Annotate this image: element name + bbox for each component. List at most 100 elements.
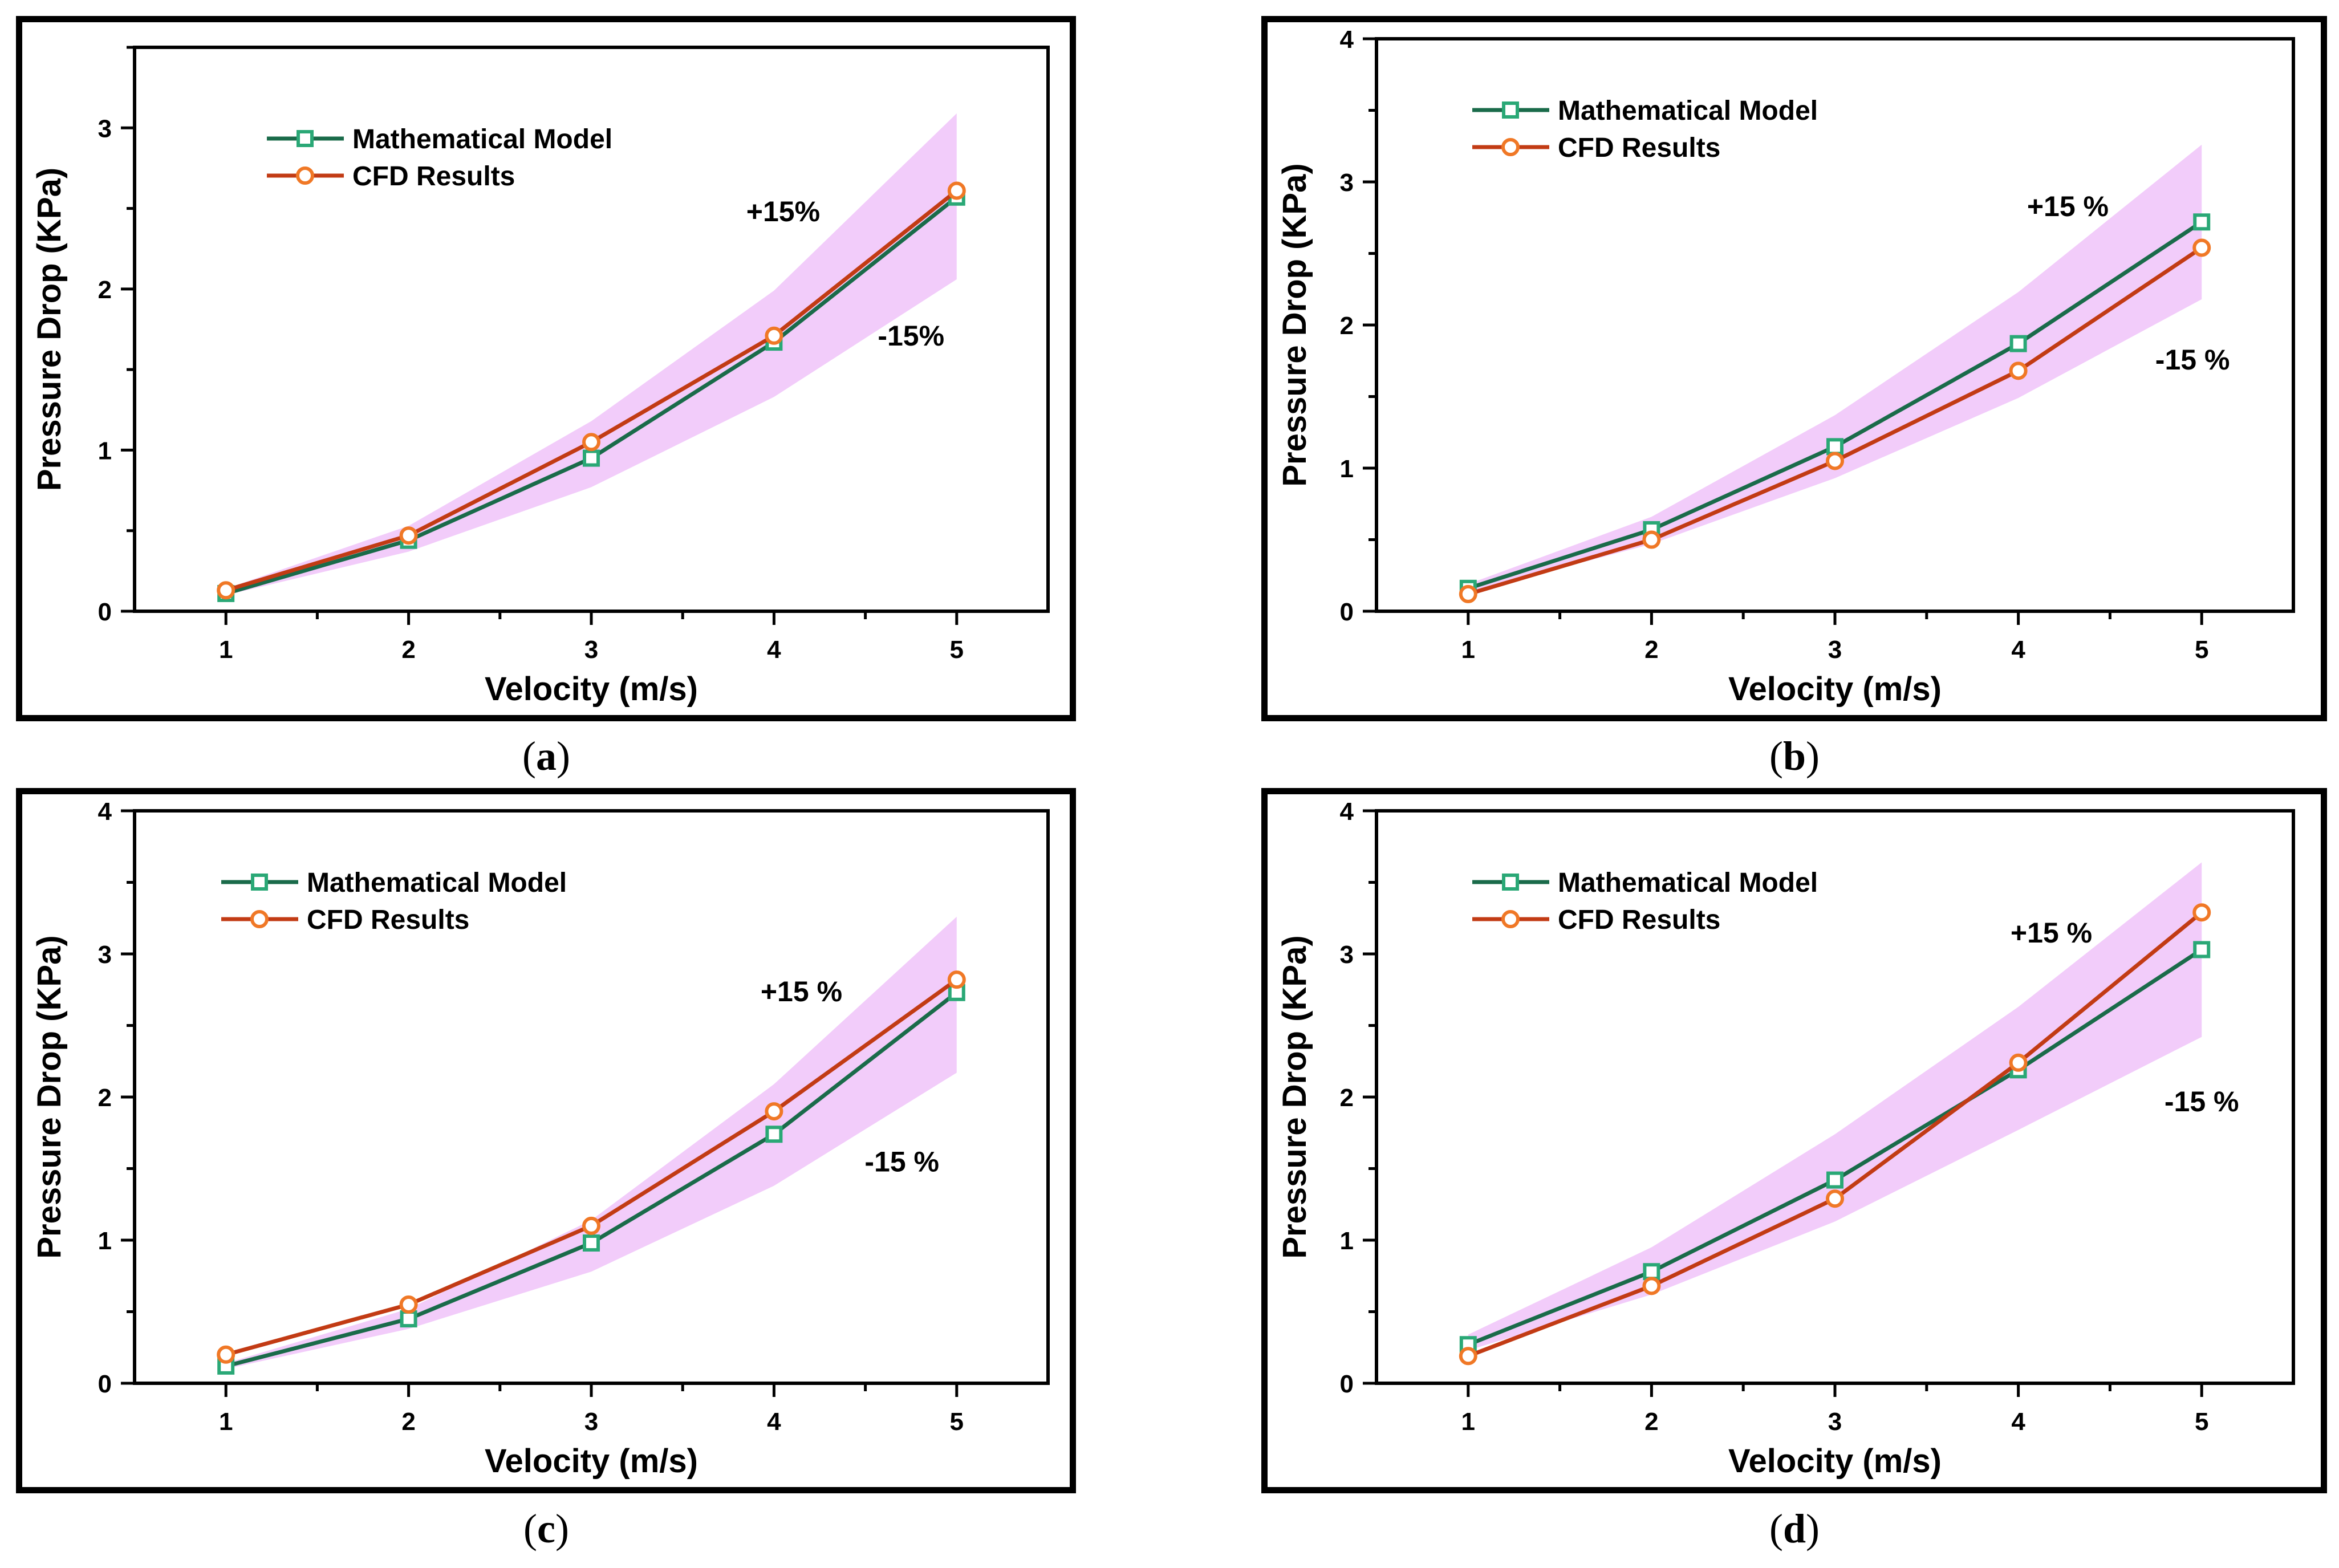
legend-marker-cfd-b <box>1501 138 1520 156</box>
y-axis-title-b: Pressure Drop (KPa) <box>1276 163 1313 486</box>
model-data-point-c <box>400 1310 417 1328</box>
x-tick-label-d: 3 <box>1828 1408 1842 1436</box>
legend-marker-cfd-c <box>250 910 269 928</box>
x-axis-title-b: Velocity (m/s) <box>1728 671 1942 708</box>
y-tick-label-d: 4 <box>1340 798 1354 826</box>
plot-frame-d <box>1375 809 2295 1385</box>
legend-marker-cfd-a <box>296 166 314 185</box>
caption-c: (c) <box>523 1506 569 1551</box>
caption-d-letter: d <box>1782 1506 1806 1551</box>
caption-c-letter: c <box>537 1506 555 1551</box>
cfd-data-point-a <box>399 526 418 545</box>
x-axis-title-a: Velocity (m/s) <box>485 671 698 708</box>
model-data-point-b <box>1826 438 1843 456</box>
y-tick-label-a: 2 <box>98 276 112 304</box>
x-tick-label-b: 1 <box>1461 636 1475 664</box>
annotation-label-b: +15 % <box>2027 190 2109 222</box>
x-tick-label-b: 2 <box>1644 636 1658 664</box>
x-tick-label-b: 3 <box>1828 636 1842 664</box>
cfd-data-point-a <box>947 181 966 200</box>
annotation-label-c: +15 % <box>761 976 842 1008</box>
y-tick-label-d: 0 <box>1340 1370 1354 1398</box>
chart-d: 1 2 3 4 5 0 1 2 3 4 Velocity (m/s) Pressure Drop (K… <box>1276 798 2295 1480</box>
y-tick-label-c: 2 <box>98 1084 112 1112</box>
plot-frame-b <box>1375 37 2295 613</box>
legend-label-model-a: Mathematical Model <box>352 124 612 155</box>
y-tick-label-a: 0 <box>98 598 112 626</box>
cfd-data-point-b <box>2192 238 2211 257</box>
x-tick-label-b: 4 <box>2011 636 2025 664</box>
x-tick-label-a: 5 <box>950 636 964 664</box>
tolerance-band-d <box>1468 862 2202 1351</box>
x-tick-label-c: 5 <box>950 1408 964 1436</box>
model-data-point-d <box>1826 1171 1843 1189</box>
cfd-data-point-b <box>1459 584 1477 603</box>
chart-b: 1 2 3 4 5 0 1 2 3 4 Velocity (m/s) Pressure Drop (K… <box>1276 26 2295 708</box>
model-data-point-d <box>2193 941 2211 958</box>
annotation-label-a: -15% <box>878 320 944 352</box>
y-axis-title-a: Pressure Drop (KPa) <box>31 168 68 491</box>
cfd-data-point-d <box>2192 903 2211 922</box>
cfd-data-point-c <box>582 1216 600 1235</box>
legend-label-model-c: Mathematical Model <box>307 868 567 898</box>
x-tick-label-b: 5 <box>2195 636 2208 664</box>
x-tick-label-c: 3 <box>584 1408 598 1436</box>
panel-a-frame <box>16 16 1076 721</box>
x-axis-title-d: Velocity (m/s) <box>1728 1443 1942 1480</box>
model-data-point-a <box>583 449 600 467</box>
tolerance-band-a <box>226 113 957 595</box>
x-tick-label-c: 2 <box>401 1408 415 1436</box>
cfd-data-point-a <box>582 433 600 452</box>
legend-label-cfd-b: CFD Results <box>1558 133 1720 163</box>
cfd-data-point-b <box>1826 452 1844 470</box>
cfd-data-point-d <box>1459 1347 1477 1366</box>
model-data-point-c <box>583 1234 600 1252</box>
y-tick-label-b: 4 <box>1340 26 1354 54</box>
y-axis-title-c: Pressure Drop (KPa) <box>31 935 68 1258</box>
cfd-data-point-a <box>765 326 783 345</box>
caption-d: (d) <box>1769 1506 1820 1551</box>
caption-a: (a) <box>522 733 570 779</box>
model-data-point-d <box>1643 1263 1660 1281</box>
legend-label-model-b: Mathematical Model <box>1558 96 1818 126</box>
annotation-label-d: +15 % <box>2011 917 2092 949</box>
tolerance-band-c <box>226 916 957 1369</box>
chart-c: 1 2 3 4 5 0 1 2 3 4 Velocity (m/s) Pressure Drop (K… <box>31 798 1050 1480</box>
cfd-data-point-c <box>217 1345 235 1364</box>
x-tick-label-a: 2 <box>401 636 415 664</box>
y-tick-label-d: 1 <box>1340 1227 1354 1255</box>
legend-marker-cfd-d <box>1501 910 1520 928</box>
annotation-label-d: -15 % <box>2165 1086 2239 1118</box>
legend-label-cfd-a: CFD Results <box>352 161 515 192</box>
cfd-data-point-d <box>1642 1277 1661 1295</box>
legend-marker-model-b <box>1502 101 1519 119</box>
panel-b-frame <box>1261 16 2327 721</box>
y-tick-label-b: 1 <box>1340 455 1354 483</box>
y-tick-label-b: 2 <box>1340 312 1354 340</box>
y-tick-label-d: 2 <box>1340 1084 1354 1112</box>
y-axis-title-d: Pressure Drop (KPa) <box>1276 935 1313 1258</box>
y-tick-label-a: 3 <box>98 115 112 143</box>
cfd-data-point-c <box>399 1295 418 1314</box>
x-tick-label-a: 4 <box>767 636 781 664</box>
caption-b: (b) <box>1769 733 1820 779</box>
caption-a-letter: a <box>536 733 557 779</box>
model-data-point-c <box>765 1126 783 1143</box>
legend-label-cfd-d: CFD Results <box>1558 905 1720 935</box>
x-tick-label-a: 1 <box>219 636 233 664</box>
caption-b-letter: b <box>1782 733 1806 779</box>
cfd-data-point-b <box>2009 361 2028 380</box>
cfd-data-point-a <box>217 581 235 600</box>
y-tick-label-c: 4 <box>98 798 112 826</box>
cfd-data-point-d <box>1826 1189 1844 1208</box>
x-tick-label-d: 2 <box>1644 1408 1658 1436</box>
cfd-data-point-d <box>2009 1053 2028 1072</box>
y-tick-label-a: 1 <box>98 437 112 465</box>
annotation-label-b: -15 % <box>2155 344 2230 376</box>
y-tick-label-c: 3 <box>98 941 112 969</box>
cfd-data-point-b <box>1642 530 1661 549</box>
y-tick-label-d: 3 <box>1340 941 1354 969</box>
x-tick-label-c: 4 <box>767 1408 781 1436</box>
model-data-point-b <box>2009 335 2027 352</box>
legend-label-cfd-c: CFD Results <box>307 905 469 935</box>
